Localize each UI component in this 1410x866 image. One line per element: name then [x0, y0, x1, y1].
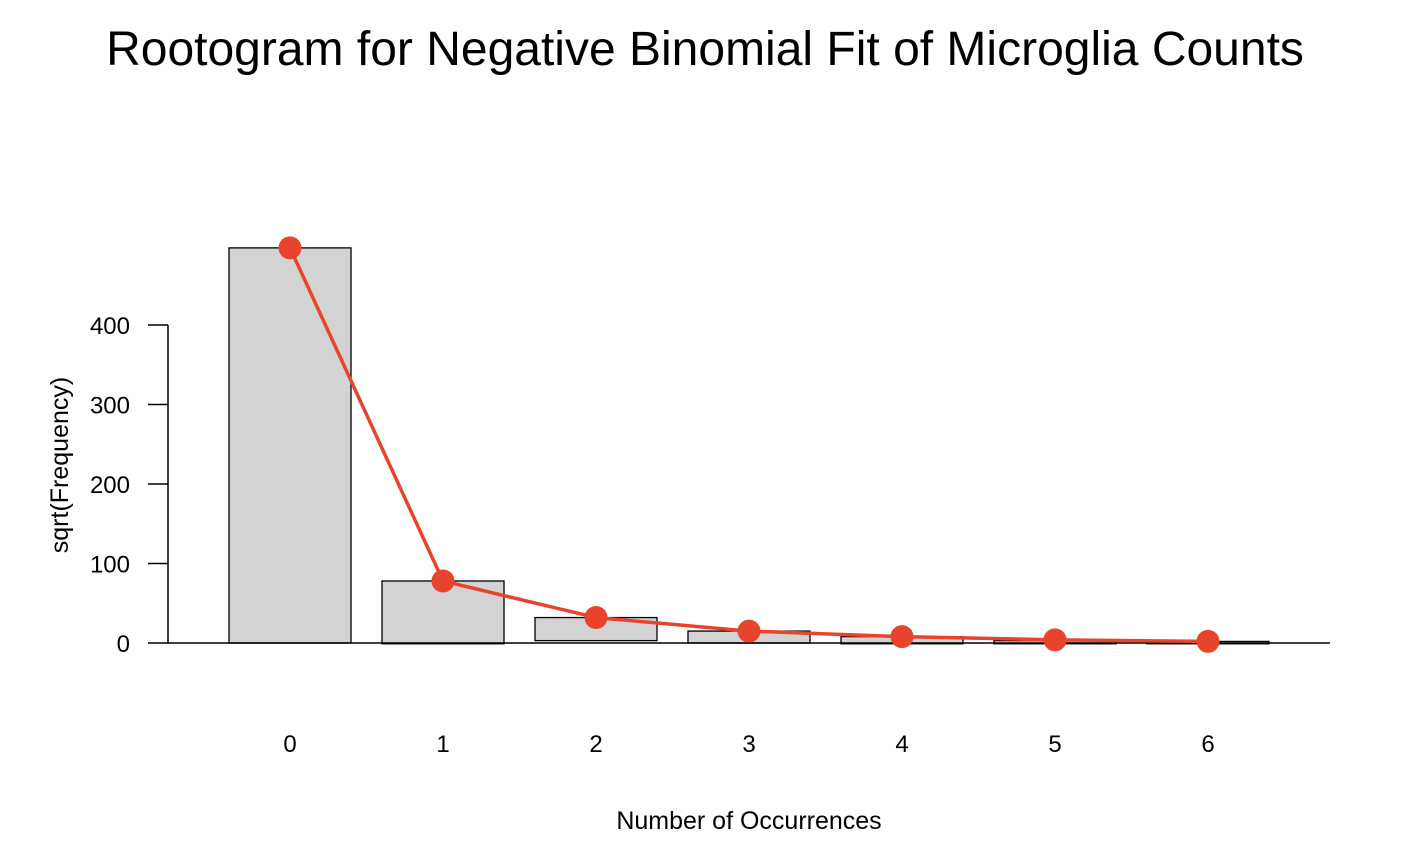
fitted-point-2 — [584, 606, 608, 630]
x-tick-label: 6 — [1201, 731, 1214, 758]
x-axis-label: Number of Occurrences — [616, 807, 881, 835]
bars-layer — [228, 247, 1270, 645]
y-axis-label: sqrt(Frequency) — [46, 377, 74, 553]
chart-title: Rootogram for Negative Binomial Fit of M… — [106, 23, 1304, 76]
fitted-curve-layer — [278, 236, 1220, 653]
x-tick-label: 3 — [742, 731, 755, 758]
fitted-point-0 — [278, 236, 302, 260]
x-tick-label: 2 — [589, 731, 602, 758]
y-tick-label: 300 — [90, 393, 130, 420]
fitted-point-3 — [737, 619, 761, 643]
fitted-point-1 — [431, 569, 455, 593]
x-tick-label: 1 — [436, 731, 449, 758]
fitted-point-4 — [890, 625, 914, 649]
fitted-point-6 — [1196, 629, 1220, 653]
fitted-point-5 — [1043, 628, 1067, 652]
x-tick-label: 4 — [895, 731, 908, 758]
x-axis: 0 1 2 3 4 5 6 — [283, 731, 1214, 758]
bar-0 — [228, 247, 352, 644]
y-tick-label: 400 — [90, 313, 130, 340]
y-tick-label: 0 — [117, 631, 130, 658]
y-tick-label: 200 — [90, 472, 130, 499]
x-tick-label: 5 — [1048, 731, 1061, 758]
x-tick-label: 0 — [283, 731, 296, 758]
y-tick-label: 100 — [90, 552, 130, 579]
y-axis: 0 100 200 300 400 — [90, 313, 169, 658]
